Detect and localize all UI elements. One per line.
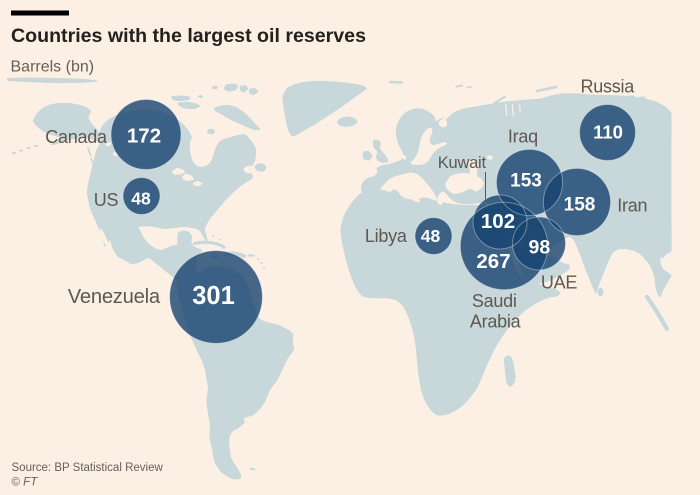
svg-text:98: 98 — [529, 236, 551, 258]
svg-text:153: 153 — [510, 170, 542, 191]
svg-text:Canada: Canada — [45, 127, 108, 147]
svg-text:102: 102 — [481, 210, 515, 233]
svg-text:267: 267 — [476, 250, 510, 273]
svg-text:48: 48 — [421, 226, 441, 246]
svg-text:US: US — [94, 190, 119, 210]
svg-text:172: 172 — [127, 124, 161, 147]
svg-text:Barrels (bn): Barrels (bn) — [11, 59, 95, 76]
svg-text:Arabia: Arabia — [470, 312, 522, 332]
svg-text:301: 301 — [192, 282, 235, 310]
svg-text:UAE: UAE — [541, 272, 578, 292]
svg-text:Iraq: Iraq — [508, 127, 538, 147]
svg-text:Libya: Libya — [365, 226, 408, 246]
svg-text:Russia: Russia — [581, 77, 636, 97]
svg-text:© FT: © FT — [12, 477, 39, 489]
svg-text:Kuwait: Kuwait — [438, 154, 487, 172]
svg-text:48: 48 — [131, 189, 151, 209]
svg-text:Venezuela: Venezuela — [68, 286, 161, 308]
svg-text:Countries with the largest oil: Countries with the largest oil reserves — [11, 25, 366, 47]
svg-text:158: 158 — [564, 195, 596, 216]
svg-text:Saudi: Saudi — [472, 291, 517, 311]
svg-text:110: 110 — [593, 121, 623, 142]
svg-text:Source: BP Statistical Review: Source: BP Statistical Review — [12, 462, 164, 474]
svg-text:Iran: Iran — [617, 196, 647, 216]
